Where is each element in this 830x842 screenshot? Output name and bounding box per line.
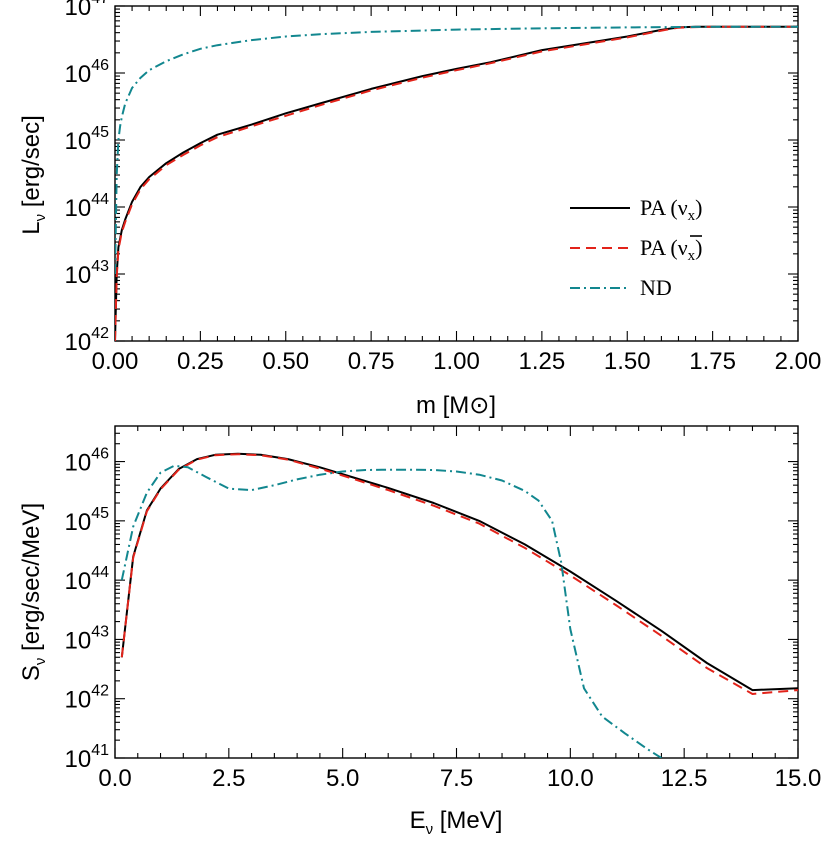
y-tick-label: 1044 bbox=[65, 564, 110, 595]
series-line-nd bbox=[115, 25, 798, 275]
plot-frame bbox=[114, 5, 799, 342]
legend-entry-pa-nux-bar: PA (νx) bbox=[570, 235, 703, 264]
y-tick-label: 1042 bbox=[65, 325, 110, 356]
spectrum-vs-energy-panel: 0.0 2.5 5.0 7.5 10.0 12.5 15.0 104110421043104… bbox=[18, 425, 821, 838]
x-tick-label: 12.5 bbox=[661, 765, 708, 792]
x-tick-label: 0.00 bbox=[92, 348, 139, 375]
legend: PA (νx) PA (νx) ND bbox=[570, 195, 703, 300]
series-line-pa-nux-bar bbox=[120, 453, 798, 695]
x-tick-label: 10.0 bbox=[547, 765, 594, 792]
y-tick-label: 1046 bbox=[65, 446, 110, 477]
y-tick-label: 1043 bbox=[65, 623, 110, 654]
series-line-nd bbox=[120, 464, 662, 758]
y-tick-label: 1042 bbox=[65, 683, 110, 714]
x-tick-label: 15.0 bbox=[775, 765, 822, 792]
legend-label: PA (νx) bbox=[640, 235, 703, 264]
series-lines bbox=[120, 452, 798, 758]
x-tick-label: 5.0 bbox=[326, 765, 359, 792]
legend-label: ND bbox=[640, 275, 672, 300]
x-tick-label: 1.25 bbox=[519, 348, 566, 375]
luminosity-vs-mass-panel: 0.00 0.25 0.50 0.75 1.00 1.25 1.50 1.75 2.00 104… bbox=[18, 0, 821, 419]
x-tick-label: 1.75 bbox=[689, 348, 736, 375]
plot-frame bbox=[114, 425, 799, 759]
x-axis-label: m [M⊙] bbox=[416, 392, 496, 419]
x-tick-label: 1.50 bbox=[604, 348, 651, 375]
x-axis-label: Eν [MeV] bbox=[410, 807, 503, 838]
series-line-pa-nux-bar bbox=[115, 25, 798, 341]
x-tick-label: 1.00 bbox=[433, 348, 480, 375]
legend-label: PA (νx) bbox=[640, 195, 703, 224]
series-lines bbox=[115, 25, 798, 341]
y-tick-labels: 1042 1043 1044 1045 1046 1047 bbox=[65, 0, 110, 356]
tick-marks bbox=[114, 5, 799, 342]
x-tick-label: 0.50 bbox=[262, 348, 309, 375]
x-tick-label: 0.75 bbox=[348, 348, 395, 375]
y-axis-label: Lν [erg/sec] bbox=[18, 115, 49, 235]
y-tick-label: 1047 bbox=[65, 0, 110, 21]
y-tick-label: 1045 bbox=[65, 505, 110, 536]
y-tick-label: 1044 bbox=[65, 191, 110, 222]
series-line-pa-nux bbox=[115, 25, 798, 341]
x-tick-label: 2.5 bbox=[212, 765, 245, 792]
y-tick-label: 1045 bbox=[65, 124, 110, 155]
y-tick-label: 1041 bbox=[65, 742, 110, 773]
y-tick-label: 1043 bbox=[65, 258, 110, 289]
legend-entry-pa-nux: PA (νx) bbox=[570, 195, 703, 224]
x-tick-label: 0.0 bbox=[98, 765, 131, 792]
tick-marks bbox=[114, 426, 799, 759]
x-tick-labels: 0.00 0.25 0.50 0.75 1.00 1.25 1.50 1.75 2.00 bbox=[92, 348, 822, 375]
y-axis-label: Sν [erg/sec/MeV] bbox=[18, 503, 49, 681]
x-tick-label: 2.00 bbox=[775, 348, 822, 375]
series-line-pa-nux bbox=[120, 452, 798, 692]
y-tick-label: 1046 bbox=[65, 57, 110, 88]
x-tick-labels: 0.0 2.5 5.0 7.5 10.0 12.5 15.0 bbox=[98, 765, 821, 792]
x-tick-label: 0.25 bbox=[177, 348, 224, 375]
legend-entry-nd: ND bbox=[570, 275, 672, 300]
x-tick-label: 7.5 bbox=[440, 765, 473, 792]
y-tick-labels: 1041 1042 1043 1044 1045 1046 bbox=[65, 446, 110, 773]
